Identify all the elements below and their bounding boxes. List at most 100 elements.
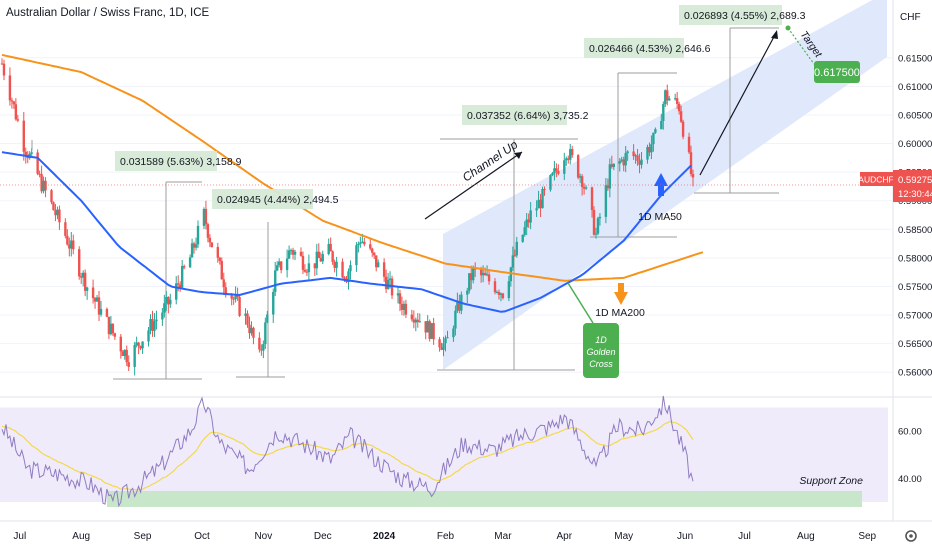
candle-up — [414, 319, 418, 323]
candle-up — [511, 255, 515, 268]
measure-label: 0.024945 (4.44%) 2,494.5 — [212, 189, 339, 209]
candle-down — [319, 258, 322, 262]
candle-down — [440, 347, 443, 350]
candle-down — [369, 244, 372, 249]
candle-down — [539, 199, 542, 209]
candle-down — [580, 176, 584, 187]
candle-up — [472, 267, 475, 281]
candle-up — [551, 173, 554, 176]
candle-up — [499, 293, 503, 295]
candle-down — [681, 121, 685, 137]
candle-up — [95, 297, 99, 302]
candle-down — [0, 63, 4, 65]
candle-down — [91, 287, 95, 299]
candle-down — [2, 63, 6, 76]
candle-up — [175, 283, 178, 300]
settings-gear-icon[interactable] — [905, 530, 917, 542]
candle-down — [178, 284, 182, 288]
candle-up — [525, 219, 528, 228]
candle-down — [182, 266, 186, 268]
candle-down — [513, 255, 517, 257]
candle-up — [662, 104, 665, 121]
price-tick-label: 0.560000 — [898, 368, 932, 379]
candle-up — [266, 314, 269, 323]
candle-down — [691, 173, 695, 178]
candle-down — [424, 321, 427, 333]
candle-up — [355, 245, 358, 266]
target-arrow — [699, 32, 777, 176]
candle-up — [202, 208, 206, 226]
candle-up — [376, 262, 380, 268]
candle-up — [188, 257, 192, 268]
time-tick-label: Aug — [797, 531, 815, 542]
candle-down — [50, 190, 53, 203]
time-tick-label: Sep — [134, 531, 152, 542]
candle-down — [83, 272, 87, 291]
time-tick-label: Feb — [437, 531, 455, 542]
candle-up — [81, 272, 85, 278]
candle-up — [541, 189, 544, 209]
candle-down — [404, 303, 408, 315]
candle-down — [343, 277, 346, 279]
candle-down — [52, 202, 55, 211]
candle-down — [113, 333, 117, 337]
candle-down — [121, 351, 124, 356]
candle-up — [578, 176, 582, 178]
candle-up — [640, 159, 643, 165]
measure-label-bg — [462, 105, 567, 125]
candle-down — [206, 224, 210, 238]
candle-down — [260, 349, 263, 351]
candle-up — [155, 319, 158, 322]
candle-up — [664, 90, 667, 105]
price-tag-value: 0.592750 — [898, 175, 932, 186]
candle-up — [596, 218, 600, 234]
candle-up — [485, 274, 489, 276]
golden-cross-text-1: 1D — [595, 335, 607, 345]
candle-down — [208, 237, 212, 243]
candle-up — [85, 287, 89, 291]
price-tag-bg — [893, 170, 932, 202]
candle-down — [93, 298, 97, 302]
candle-down — [119, 336, 122, 352]
candle-up — [250, 327, 253, 334]
time-tick-label: Apr — [557, 531, 573, 542]
chart-title: Australian Dollar / Swiss Franc, 1D, ICE — [6, 7, 210, 19]
candle-up — [180, 266, 184, 288]
candle-up — [618, 161, 621, 164]
candle-down — [331, 251, 334, 262]
candle-down — [238, 297, 241, 316]
candle-down — [313, 263, 317, 269]
candle-up — [442, 343, 445, 350]
ma200-line — [1, 53, 704, 282]
candle-down — [236, 294, 239, 298]
candle-up — [141, 341, 144, 349]
time-tick-label: Oct — [194, 531, 210, 542]
candle-up — [454, 310, 457, 329]
candle-up — [347, 271, 350, 283]
candle-down — [151, 319, 154, 331]
candle-down — [687, 136, 691, 153]
candle-up — [549, 175, 552, 190]
candle-up — [161, 312, 164, 320]
candle-down — [497, 291, 501, 295]
candle-up — [521, 234, 524, 242]
candle-up — [42, 180, 45, 192]
rsi-band — [0, 407, 888, 502]
target-line — [787, 27, 815, 65]
candle-down — [571, 149, 574, 156]
candle-down — [428, 321, 431, 339]
candle-down — [493, 281, 497, 293]
candle-down — [416, 319, 419, 322]
candle-up — [569, 149, 572, 160]
candle-down — [224, 287, 227, 296]
candle-down — [592, 210, 596, 235]
candle-down — [64, 222, 67, 236]
candle-up — [99, 308, 103, 315]
candle-down — [555, 168, 558, 172]
candle-up — [507, 281, 511, 299]
symbol-tag-bg — [860, 172, 893, 186]
